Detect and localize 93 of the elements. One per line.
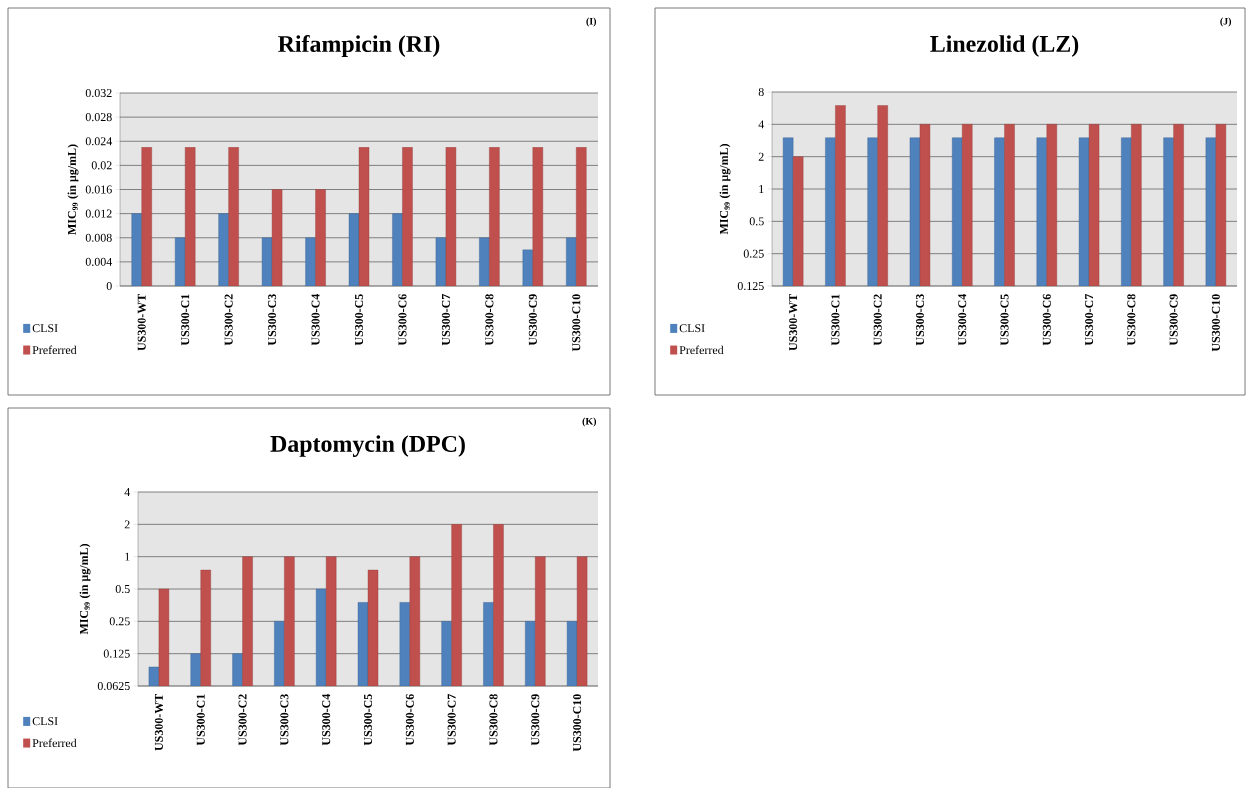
x-tick-label: US300-C5 [354,294,364,346]
y-tick-label: 0.25 [743,249,764,258]
legend-label: CLSI [679,324,705,333]
y-tick-label: 0.016 [85,185,112,194]
x-tick-label: US300-C1 [196,694,205,746]
x-tick-label: US300-C2 [238,694,247,746]
x-tick-label: US300-C8 [489,694,498,746]
x-tick-label: US300-C7 [447,694,456,746]
x-tick-label: US300-C10 [1211,294,1220,352]
bar [271,189,283,286]
x-tick-label: US300-C3 [915,294,924,346]
y-tick-label: 0.012 [85,209,112,218]
y-tick-label: 0.032 [85,88,112,98]
x-tick-label: US300-C4 [958,294,967,346]
bar [305,237,316,286]
text: (J) [1220,17,1232,27]
y-tick-label: 0.5 [115,584,130,594]
x-tick-label: US300-C6 [398,294,407,346]
y-tick-label: 0.024 [85,137,113,146]
x-tick-label: US300-C2 [224,294,233,346]
legend-label: Preferred [679,345,724,355]
x-tick-label: US300-C7 [441,294,450,346]
bar [315,189,326,286]
bar [348,213,360,286]
y-tick-label: 0 [106,281,112,291]
bar [358,147,370,286]
bar [392,213,403,286]
y-tick-label: 2 [758,152,764,161]
y-tick-label: 4 [758,120,765,129]
x-tick-label: US300-WT [789,293,798,351]
bar [445,147,457,286]
y-tick-label: 4 [124,488,131,496]
chart-title: Linezolid (LZ) [930,35,1079,57]
x-tick-label: US300-C8 [1127,294,1136,346]
y-tick-label: 0.5 [749,217,764,226]
legend-label: CLSI [32,324,58,333]
x-tick-label: US300-C9 [1169,294,1178,346]
x-tick-label: US300-C6 [1042,294,1051,346]
y-tick-label: 0.125 [737,281,764,291]
y-tick-label: 0.02 [91,161,112,170]
bar [489,147,500,286]
bar [141,147,152,286]
x-tick-label: US300-C4 [322,694,331,746]
chart-title: Daptomycin (DPC) [270,435,465,457]
bar [435,237,447,286]
y-tick-label: 0.008 [85,233,112,242]
y-tick-label: 8 [758,87,764,97]
x-tick-label: US300-C2 [873,294,882,346]
y-axis-title: MIC$_{99}$ (in µg/mL) [67,144,79,235]
legend-label: Preferred [32,738,77,748]
bar [532,147,544,286]
y-tick-label: 2 [124,520,130,529]
bar [402,147,413,286]
x-tick-label: US300-C1 [181,294,190,346]
x-tick-label: US300-C10 [573,694,582,752]
y-tick-label: 0.125 [103,649,130,658]
x-tick-label: US300-C3 [268,294,277,346]
x-tick-label: US300-C8 [485,294,494,346]
bar [184,147,196,286]
legend-label: Preferred [32,345,77,355]
bar [522,249,534,286]
chart-title: Rifampicin (RI) [278,35,440,57]
bar [228,147,239,286]
x-tick-label: US300-C4 [311,294,320,346]
x-tick-label: US300-C5 [1000,294,1009,346]
legend-label: CLSI [32,717,58,726]
x-tick-label: US300-C10 [572,294,581,352]
bar [131,213,142,286]
x-tick-label: US300-C3 [280,694,289,746]
x-tick-label: US300-C7 [1085,294,1094,346]
y-axis-title: MIC$_{99}$ (in µg/mL) [719,144,731,235]
y-axis-title: MIC$_{99}$ (in µg/mL) [79,544,91,635]
bar [218,213,229,286]
x-tick-label: US300-WT [154,693,163,751]
x-tick-label: US300-C6 [405,694,414,746]
bar [576,147,587,286]
y-tick-label: 1 [759,185,764,193]
text: (K) [582,417,597,427]
y-tick-label: 0.004 [85,257,113,266]
x-tick-label: US300-C9 [531,694,540,746]
bar [566,237,577,286]
x-tick-label: US300-C1 [831,294,840,346]
y-tick-label: 1 [125,552,130,561]
x-tick-label: US300-WT [137,293,146,351]
bar [174,237,186,286]
bar [261,237,273,286]
x-tick-label: US300-C5 [363,694,373,746]
y-tick-label: 0.0625 [97,681,130,691]
x-tick-label: US300-C9 [528,294,537,346]
bar [479,237,490,286]
y-tick-label: 0.028 [85,113,112,122]
y-tick-label: 0.25 [109,617,130,626]
text: (I) [586,17,597,27]
